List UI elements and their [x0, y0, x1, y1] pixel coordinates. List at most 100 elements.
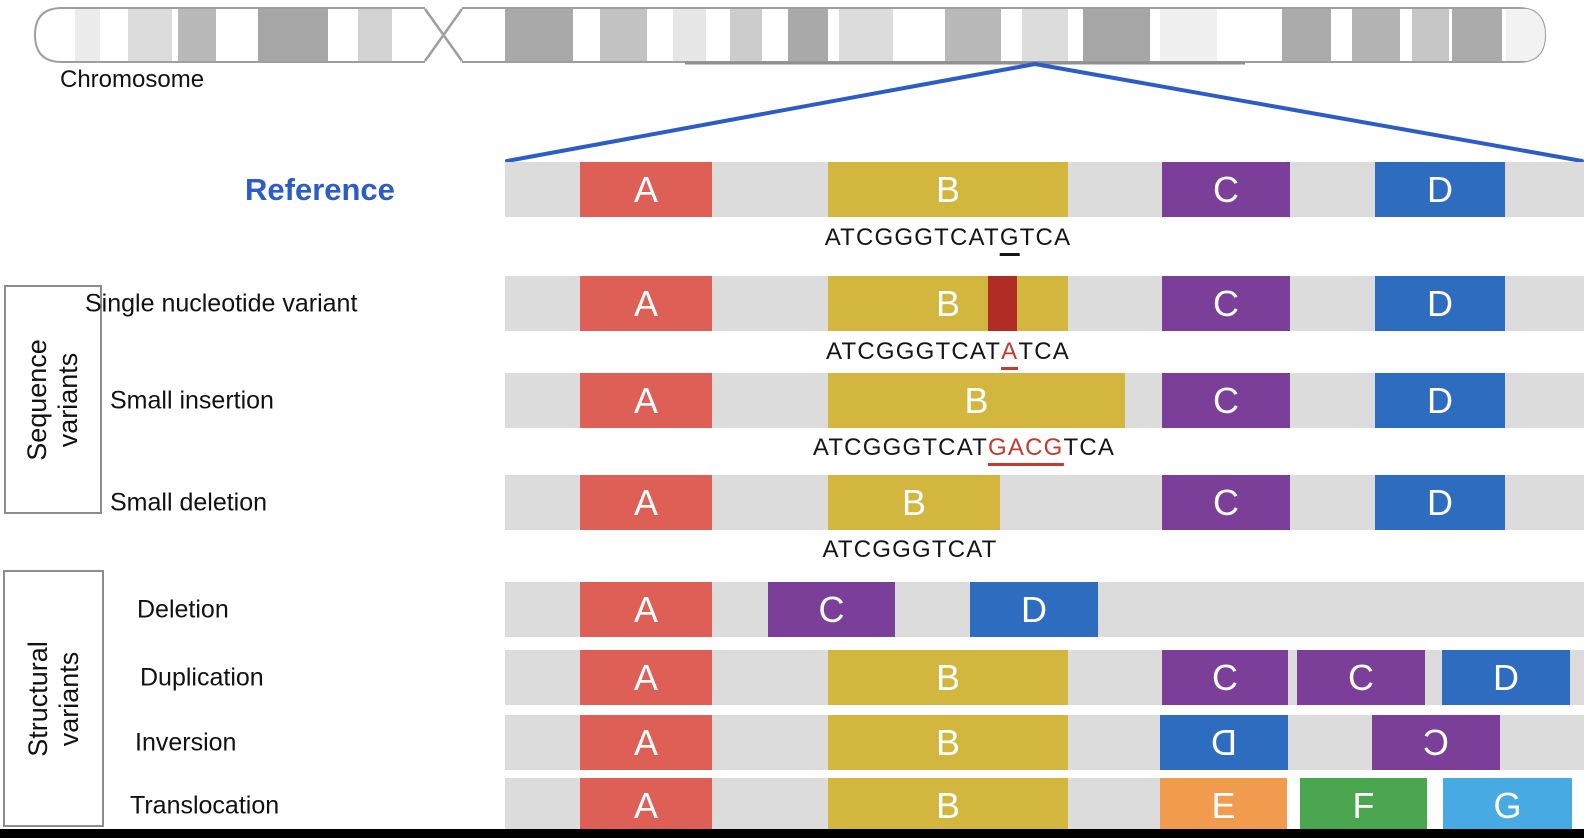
- chromosome-band: [1452, 9, 1502, 61]
- sequence-letters: ATCGGGTCAT: [826, 338, 1002, 365]
- group-label-structural-variants: Structural variants: [23, 641, 85, 757]
- sequence-variant-letters: GACG: [988, 434, 1064, 466]
- row-label-reference: Reference: [245, 171, 395, 207]
- sequence-letters: ATCGGGTCAT: [824, 224, 1000, 251]
- gene-block-d: D: [970, 582, 1098, 637]
- gene-block-d-inverted: D: [1160, 715, 1288, 770]
- group-label-sequence-variants: Sequence variants: [22, 339, 84, 461]
- chromosome-band: [1160, 9, 1217, 61]
- gene-block-e: E: [1160, 778, 1287, 833]
- gene-letter: B: [935, 722, 960, 763]
- gene-letter: C: [1213, 283, 1239, 324]
- gene-letter: D: [1211, 722, 1237, 763]
- chromosome-band: [1022, 9, 1068, 61]
- gene-letter: D: [1427, 169, 1453, 210]
- group-label-line: variants: [53, 651, 84, 746]
- chromosome-band: [1506, 9, 1545, 61]
- gene-letter: C: [818, 589, 845, 630]
- gene-block-b: B: [828, 650, 1068, 705]
- chromosome-band: [945, 9, 1001, 61]
- single-nucleotide-variant-sequence: ATCGGGTCATATCA: [826, 338, 1070, 370]
- row-label-small-insertion: Small insertion: [110, 386, 274, 414]
- gene-block-a: A: [580, 715, 712, 770]
- gene-block-a: A: [580, 475, 712, 530]
- gene-letter: C: [1423, 722, 1449, 763]
- gene-block-d: D: [1375, 475, 1505, 530]
- gene-block-c: C: [1162, 475, 1290, 530]
- gene-letter: D: [1427, 482, 1453, 523]
- gene-letter: C: [1213, 482, 1239, 523]
- group-label-line: Structural: [22, 640, 53, 757]
- chromosome-label: Chromosome: [60, 66, 205, 93]
- gene-letter: B: [935, 785, 960, 826]
- chromosome-band: [600, 9, 647, 61]
- gene-letter: G: [1493, 785, 1522, 826]
- reference-sequence: ATCGGGTCATGTCA: [825, 224, 1072, 256]
- gene-block-a: A: [580, 778, 712, 833]
- gene-letter: A: [633, 482, 658, 523]
- chromosome-bands: [75, 9, 1545, 61]
- gene-block-c: C: [1297, 650, 1425, 705]
- gene-letter: A: [633, 722, 658, 763]
- chromosome-band: [1352, 9, 1400, 61]
- sequence-letters: TCA: [1018, 338, 1070, 365]
- gene-block-c-inverted: C: [1372, 715, 1500, 770]
- group-label-line: Sequence: [22, 338, 52, 461]
- gene-block-d: D: [1375, 162, 1505, 217]
- gene-letter: D: [1493, 657, 1519, 698]
- gene-block-d: D: [1442, 650, 1570, 705]
- group-label-line: variants: [53, 352, 83, 447]
- gene-letter: C: [1348, 657, 1374, 698]
- gene-letter: A: [633, 380, 658, 421]
- chromosome-band: [1282, 9, 1331, 61]
- chromosome-band: [1083, 9, 1150, 61]
- gene-block-g: G: [1443, 778, 1572, 833]
- chromosome-band: [178, 9, 216, 61]
- sequence-letters: ATCGGGTCAT: [812, 434, 989, 461]
- small-insertion-sequence: ATCGGGTCATGACGTCA: [813, 434, 1115, 466]
- gene-letter: B: [901, 482, 926, 523]
- gene-letter: A: [633, 589, 658, 630]
- figure-bottom-border: [0, 829, 1584, 838]
- chromosome-band: [75, 9, 100, 61]
- sequence-letters: TCA: [1019, 224, 1072, 251]
- gene-block-a: A: [580, 582, 712, 637]
- gene-letter: E: [1211, 785, 1236, 826]
- gene-block-c: C: [1162, 276, 1290, 331]
- gene-letter: F: [1352, 785, 1375, 826]
- gene-letter: C: [1212, 657, 1238, 698]
- gene-letter: A: [633, 283, 658, 324]
- chromosome-band: [839, 9, 893, 61]
- snv-stripe: [988, 276, 1017, 331]
- gene-block-d: D: [1375, 373, 1505, 428]
- gene-letter: B: [935, 657, 960, 698]
- gene-block-b: B: [828, 373, 1125, 428]
- row-label-translocation: Translocation: [130, 791, 280, 819]
- gene-block-a: A: [580, 276, 712, 331]
- gene-block-d: D: [1375, 276, 1505, 331]
- chromosome-band: [258, 9, 328, 61]
- gene-letter: A: [633, 657, 658, 698]
- chromosome-band: [730, 9, 762, 61]
- gene-block-b: B: [828, 715, 1068, 770]
- gene-letter: C: [1213, 169, 1239, 210]
- gene-block-a: A: [580, 162, 712, 217]
- chromosome-band: [1412, 9, 1449, 61]
- row-label-single-nucleotide-variant: Single nucleotide variant: [85, 289, 358, 317]
- small-deletion-sequence: ATCGGGTCAT: [822, 536, 997, 565]
- group-box-sequence-variants: Sequence variants: [4, 285, 102, 514]
- gene-letter: D: [1021, 589, 1047, 630]
- gene-letter: D: [1427, 283, 1453, 324]
- sequence-letters: ATCGGGTCAT: [822, 536, 998, 563]
- gene-letter: B: [964, 380, 989, 421]
- gene-block-c: C: [1162, 650, 1288, 705]
- gene-block-a: A: [580, 650, 712, 705]
- gene-letter: A: [633, 785, 658, 826]
- chromosome-band: [788, 9, 828, 61]
- chromosome-band: [358, 9, 392, 61]
- gene-letter: B: [935, 283, 960, 324]
- chromosome-band: [128, 9, 172, 61]
- sequence-variant-letters: G: [999, 224, 1020, 256]
- chromosome-ideogram: [33, 7, 1547, 63]
